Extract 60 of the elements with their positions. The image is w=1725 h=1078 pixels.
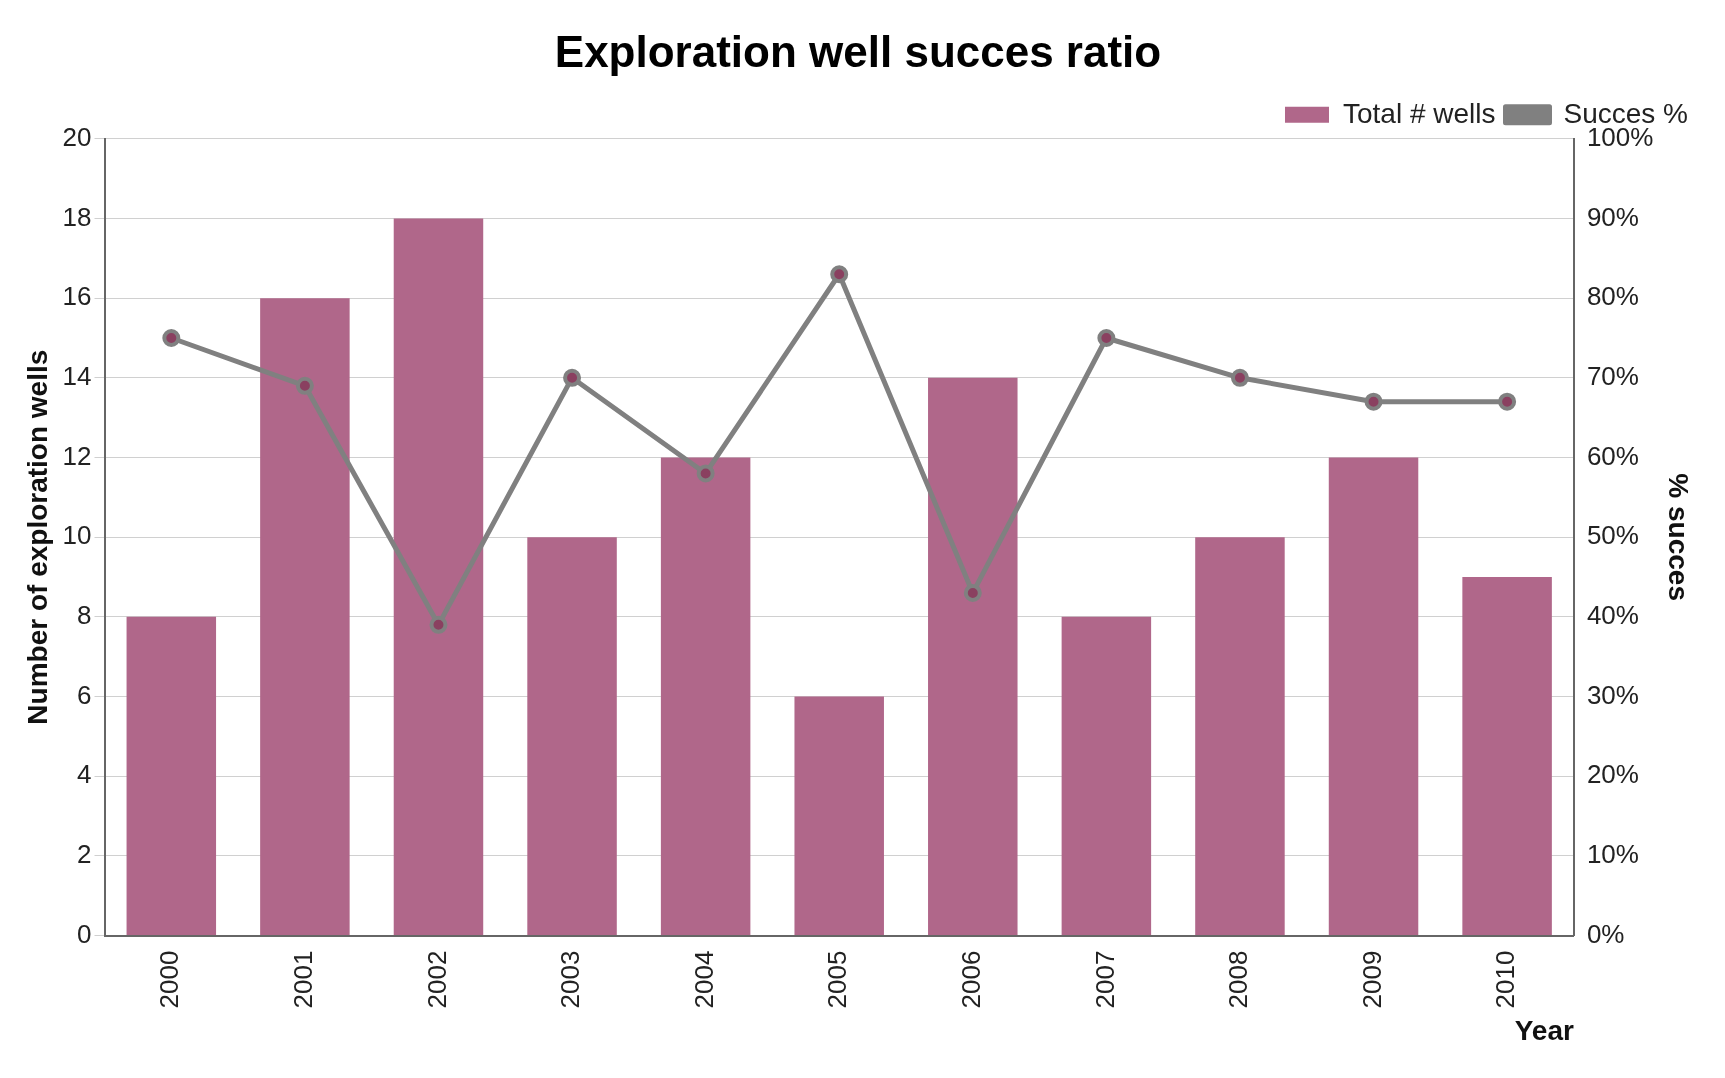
x-tick-label: 2009 <box>1356 950 1387 1009</box>
y-tick-label: 0 <box>77 918 92 949</box>
bar <box>527 537 617 936</box>
x-tick-label: 2007 <box>1089 950 1120 1009</box>
x-tick-label: 2003 <box>555 950 586 1009</box>
bar <box>1195 537 1285 936</box>
bar <box>1462 577 1552 936</box>
y-tick-label: 20 <box>62 121 92 152</box>
bar <box>1328 457 1419 936</box>
point <box>1364 392 1383 411</box>
y-tick-label: 8 <box>77 600 92 631</box>
y2-tick-label: 40% <box>1586 600 1639 631</box>
y-tick-label: 18 <box>62 201 92 232</box>
x-tick-label: 2010 <box>1490 950 1521 1009</box>
x-tick-label: 2002 <box>421 950 452 1009</box>
x-axis-title: Year <box>1514 1014 1575 1046</box>
point <box>563 368 582 387</box>
y2-tick-label: 30% <box>1586 679 1639 710</box>
x-tick-label: 2001 <box>288 950 319 1009</box>
point <box>1097 328 1116 347</box>
point <box>963 583 982 602</box>
point <box>1498 392 1517 411</box>
point <box>162 328 181 347</box>
point <box>696 464 715 483</box>
y-tick-label: 4 <box>77 759 92 790</box>
point <box>830 265 849 284</box>
y2-axis-title: % succes <box>1663 473 1695 601</box>
bar <box>1061 616 1152 936</box>
y2-tick-label: 90% <box>1586 201 1639 232</box>
y-tick-label: 14 <box>62 361 92 391</box>
y-tick-label: 6 <box>77 679 92 710</box>
chart-title: Exploration well succes ratio <box>554 26 1162 76</box>
x-tick-label: 2008 <box>1223 950 1254 1009</box>
y2-tick-label: 70% <box>1586 361 1639 391</box>
x-tick-label: 2000 <box>154 950 185 1009</box>
y2-tick-label: 10% <box>1586 839 1639 870</box>
y2-tick-label: 50% <box>1586 520 1639 551</box>
bar <box>260 298 350 936</box>
legend-label: Total # wells <box>1342 97 1496 129</box>
point <box>1230 368 1249 387</box>
point <box>295 376 314 395</box>
y-tick-label: 2 <box>77 839 92 870</box>
bar <box>794 696 884 936</box>
y2-tick-label: 60% <box>1586 440 1639 471</box>
y2-tick-label: 0% <box>1586 918 1625 949</box>
bar <box>126 616 217 936</box>
bar <box>928 377 1018 936</box>
point <box>429 615 448 634</box>
legend-label: Succes % <box>1563 97 1688 129</box>
y-axis-title: Number of exploration wells <box>21 349 53 725</box>
x-tick-label: 2004 <box>688 950 719 1009</box>
y-tick-label: 16 <box>62 281 92 312</box>
x-tick-label: 2005 <box>822 950 853 1009</box>
y2-tick-label: 80% <box>1586 281 1639 312</box>
y-tick-label: 10 <box>62 520 92 551</box>
bar <box>660 457 751 936</box>
y-tick-label: 12 <box>62 440 92 471</box>
bar <box>393 218 484 936</box>
x-tick-label: 2006 <box>955 950 986 1009</box>
y2-tick-label: 20% <box>1586 759 1639 790</box>
